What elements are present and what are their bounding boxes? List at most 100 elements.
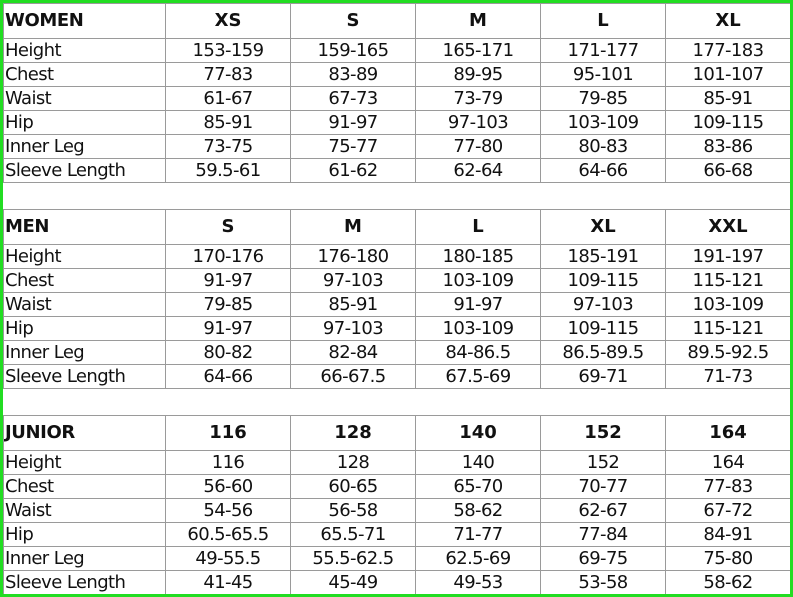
spacer-cell	[415, 388, 541, 416]
measurement-value: 97-103	[540, 292, 666, 317]
measurement-value: 77-83	[665, 474, 790, 499]
measurement-label: Sleeve Length	[3, 364, 166, 389]
measurement-value: 64-66	[540, 158, 666, 183]
measurement-value: 103-109	[665, 292, 790, 317]
section-title: MEN	[3, 209, 166, 245]
measurement-value: 91-97	[415, 292, 541, 317]
measurement-value: 73-79	[415, 86, 541, 111]
measurement-value: 54-56	[165, 498, 291, 523]
measurement-value: 41-45	[165, 570, 291, 594]
measurement-value: 109-115	[665, 110, 790, 135]
measurement-value: 69-71	[540, 364, 666, 389]
measurement-value: 61-62	[290, 158, 416, 183]
measurement-value: 159-165	[290, 38, 416, 63]
spacer-cell	[540, 388, 666, 416]
table-row: Chest 77-83 83-89 89-95 95-101 101-107	[3, 62, 790, 87]
measurement-value: 55.5-62.5	[290, 546, 416, 571]
measurement-value: 77-83	[165, 62, 291, 87]
measurement-value: 80-82	[165, 340, 291, 365]
measurement-value: 91-97	[165, 268, 291, 293]
spacer-cell	[3, 388, 166, 416]
section-spacer	[3, 388, 790, 416]
measurement-label: Waist	[3, 292, 166, 317]
measurement-value: 116	[165, 450, 291, 475]
section-header-men: MEN S M L XL XXL	[3, 209, 790, 245]
measurement-label: Hip	[3, 316, 166, 341]
spacer-cell	[665, 182, 790, 210]
measurement-value: 97-103	[290, 316, 416, 341]
size-header: XS	[165, 3, 291, 39]
measurement-value: 66-67.5	[290, 364, 416, 389]
size-header: M	[415, 3, 541, 39]
measurement-value: 67-72	[665, 498, 790, 523]
measurement-value: 85-91	[290, 292, 416, 317]
section-title: WOMEN	[3, 3, 166, 39]
measurement-label: Sleeve Length	[3, 158, 166, 183]
size-header: XXL	[665, 209, 790, 245]
measurement-value: 128	[290, 450, 416, 475]
table-row: Hip 85-91 91-97 97-103 103-109 109-115	[3, 110, 790, 135]
size-header: S	[290, 3, 416, 39]
measurement-value: 56-58	[290, 498, 416, 523]
measurement-value: 75-77	[290, 134, 416, 159]
table-row: Inner Leg 73-75 75-77 77-80 80-83 83-86	[3, 134, 790, 159]
table-row: Height 153-159 159-165 165-171 171-177 177-18…	[3, 38, 790, 63]
measurement-value: 49-55.5	[165, 546, 291, 571]
measurement-value: 115-121	[665, 316, 790, 341]
spacer-cell	[540, 182, 666, 210]
size-header: M	[290, 209, 416, 245]
table-row: Height 116 128 140 152 164	[3, 450, 790, 475]
size-header: 152	[540, 415, 666, 451]
measurement-label: Inner Leg	[3, 340, 166, 365]
measurement-value: 45-49	[290, 570, 416, 594]
measurement-value: 56-60	[165, 474, 291, 499]
measurement-value: 82-84	[290, 340, 416, 365]
size-header: 164	[665, 415, 790, 451]
measurement-value: 115-121	[665, 268, 790, 293]
measurement-value: 70-77	[540, 474, 666, 499]
spacer-cell	[415, 182, 541, 210]
size-header: L	[415, 209, 541, 245]
measurement-value: 60.5-65.5	[165, 522, 291, 547]
measurement-value: 86.5-89.5	[540, 340, 666, 365]
measurement-value: 58-62	[415, 498, 541, 523]
size-header: L	[540, 3, 666, 39]
size-chart-table: WOMEN XS S M L XL Height 153-159 159-165 165-171 1…	[3, 3, 790, 594]
measurement-value: 59.5-61	[165, 158, 291, 183]
measurement-value: 69-75	[540, 546, 666, 571]
section-header-women: WOMEN XS S M L XL	[3, 3, 790, 39]
size-header: S	[165, 209, 291, 245]
measurement-label: Inner Leg	[3, 546, 166, 571]
measurement-label: Height	[3, 244, 166, 269]
measurement-value: 84-91	[665, 522, 790, 547]
measurement-value: 153-159	[165, 38, 291, 63]
measurement-value: 80-83	[540, 134, 666, 159]
spacer-cell	[3, 182, 166, 210]
measurement-value: 152	[540, 450, 666, 475]
table-row: Sleeve Length 64-66 66-67.5 67.5-69 69-71 71-…	[3, 364, 790, 389]
table-row: Hip 60.5-65.5 65.5-71 71-77 77-84 84-91	[3, 522, 790, 547]
measurement-value: 65.5-71	[290, 522, 416, 547]
measurement-value: 177-183	[665, 38, 790, 63]
measurement-label: Chest	[3, 62, 166, 87]
measurement-value: 97-103	[415, 110, 541, 135]
section-header-junior: JUNIOR 116 128 140 152 164	[3, 415, 790, 451]
measurement-value: 62-67	[540, 498, 666, 523]
measurement-value: 85-91	[665, 86, 790, 111]
measurement-value: 73-75	[165, 134, 291, 159]
measurement-value: 79-85	[165, 292, 291, 317]
table-row: Sleeve Length 41-45 45-49 49-53 53-58 58-62	[3, 570, 790, 594]
spacer-cell	[165, 388, 291, 416]
spacer-cell	[165, 182, 291, 210]
size-header: 140	[415, 415, 541, 451]
measurement-label: Height	[3, 38, 166, 63]
measurement-value: 61-67	[165, 86, 291, 111]
measurement-value: 101-107	[665, 62, 790, 87]
size-header: 116	[165, 415, 291, 451]
measurement-label: Hip	[3, 110, 166, 135]
measurement-value: 79-85	[540, 86, 666, 111]
measurement-value: 62.5-69	[415, 546, 541, 571]
section-title: JUNIOR	[3, 415, 166, 451]
measurement-value: 103-109	[415, 268, 541, 293]
